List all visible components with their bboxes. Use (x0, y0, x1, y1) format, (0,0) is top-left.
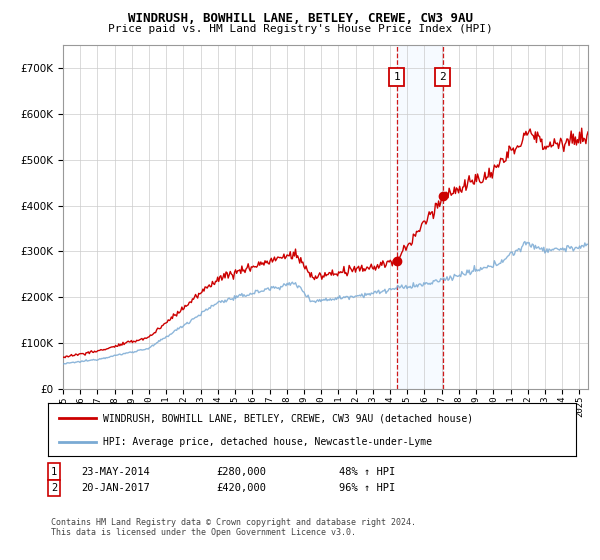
Text: HPI: Average price, detached house, Newcastle-under-Lyme: HPI: Average price, detached house, Newc… (103, 436, 433, 446)
Text: £280,000: £280,000 (216, 466, 266, 477)
Text: 1: 1 (51, 466, 57, 477)
Text: WINDRUSH, BOWHILL LANE, BETLEY, CREWE, CW3 9AU: WINDRUSH, BOWHILL LANE, BETLEY, CREWE, C… (128, 12, 473, 25)
Text: 1: 1 (393, 72, 400, 82)
Text: 48% ↑ HPI: 48% ↑ HPI (339, 466, 395, 477)
Bar (397, 45, 443, 389)
Text: 23-MAY-2014: 23-MAY-2014 (81, 466, 150, 477)
Text: 20-JAN-2017: 20-JAN-2017 (81, 483, 150, 493)
Text: 2: 2 (51, 483, 57, 493)
Text: 2: 2 (439, 72, 446, 82)
Text: WINDRUSH, BOWHILL LANE, BETLEY, CREWE, CW3 9AU (detached house): WINDRUSH, BOWHILL LANE, BETLEY, CREWE, C… (103, 413, 473, 423)
Text: Contains HM Land Registry data © Crown copyright and database right 2024.
This d: Contains HM Land Registry data © Crown c… (51, 518, 416, 538)
Text: Price paid vs. HM Land Registry's House Price Index (HPI): Price paid vs. HM Land Registry's House … (107, 24, 493, 34)
Text: £420,000: £420,000 (216, 483, 266, 493)
Text: 96% ↑ HPI: 96% ↑ HPI (339, 483, 395, 493)
